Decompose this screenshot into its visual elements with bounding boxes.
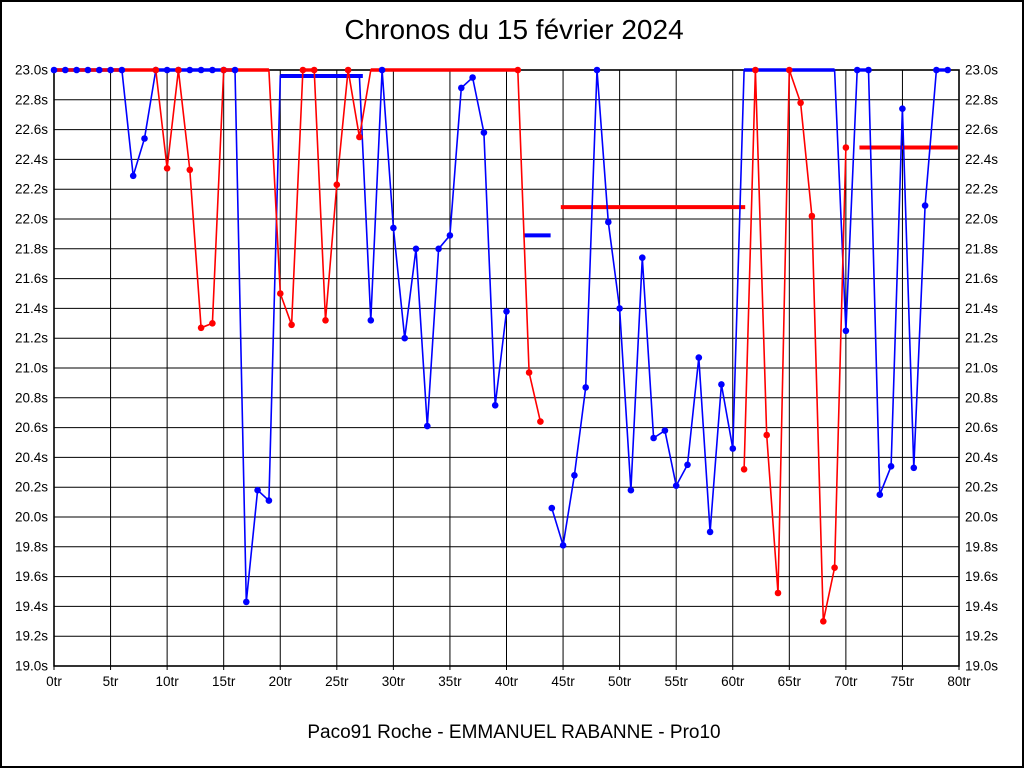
svg-text:40tr: 40tr	[495, 674, 519, 689]
series-line-red	[54, 69, 847, 622]
svg-text:65tr: 65tr	[778, 674, 802, 689]
svg-text:22.6s: 22.6s	[965, 122, 998, 137]
svg-text:20.4s: 20.4s	[15, 450, 48, 465]
y-axis-labels-left: 23.0s 22.8s 22.6s 22.4s 22.2s 22.0s 21.8s 21.6s…	[15, 63, 48, 674]
svg-text:35tr: 35tr	[438, 674, 462, 689]
chart-caption: Paco91 Roche - EMMANUEL RABANNE - Pro10	[307, 722, 721, 743]
svg-text:19.2s: 19.2s	[965, 629, 998, 644]
svg-text:22.2s: 22.2s	[965, 182, 998, 197]
svg-text:30tr: 30tr	[382, 674, 406, 689]
series-dots-blue	[50, 66, 951, 606]
svg-text:15tr: 15tr	[212, 674, 236, 689]
svg-text:20.0s: 20.0s	[15, 510, 48, 525]
svg-text:21.4s: 21.4s	[15, 301, 48, 316]
svg-text:22.0s: 22.0s	[15, 212, 48, 227]
series-line-blue	[54, 69, 948, 602]
svg-text:21.6s: 21.6s	[965, 271, 998, 286]
svg-text:19.0s: 19.0s	[15, 659, 48, 674]
svg-text:19.0s: 19.0s	[965, 659, 998, 674]
svg-text:21.0s: 21.0s	[15, 361, 48, 376]
svg-text:20tr: 20tr	[269, 674, 293, 689]
svg-text:19.6s: 19.6s	[965, 569, 998, 584]
svg-text:19.8s: 19.8s	[965, 539, 998, 554]
svg-text:21.2s: 21.2s	[965, 331, 998, 346]
svg-text:21.4s: 21.4s	[965, 301, 998, 316]
svg-text:55tr: 55tr	[665, 674, 689, 689]
svg-text:23.0s: 23.0s	[965, 63, 998, 78]
svg-text:21.8s: 21.8s	[15, 241, 48, 256]
svg-text:70tr: 70tr	[834, 674, 858, 689]
svg-text:80tr: 80tr	[947, 674, 971, 689]
svg-text:22.2s: 22.2s	[15, 182, 48, 197]
svg-text:50tr: 50tr	[608, 674, 632, 689]
x-axis-labels: 0tr 5tr 10tr 15tr 20tr 25tr 30tr 35tr 40tr 45tr 50…	[46, 674, 971, 689]
svg-text:21.8s: 21.8s	[965, 241, 998, 256]
svg-text:19.4s: 19.4s	[965, 599, 998, 614]
series-dots-red	[152, 66, 850, 625]
svg-text:20.8s: 20.8s	[965, 390, 998, 405]
svg-text:20.6s: 20.6s	[965, 420, 998, 435]
svg-text:19.6s: 19.6s	[15, 569, 48, 584]
svg-text:20.2s: 20.2s	[15, 480, 48, 495]
svg-text:22.8s: 22.8s	[965, 92, 998, 107]
svg-text:19.4s: 19.4s	[15, 599, 48, 614]
svg-text:21.6s: 21.6s	[15, 271, 48, 286]
svg-text:20.0s: 20.0s	[965, 510, 998, 525]
svg-text:45tr: 45tr	[551, 674, 575, 689]
svg-text:22.4s: 22.4s	[965, 152, 998, 167]
svg-text:22.4s: 22.4s	[15, 152, 48, 167]
svg-text:22.8s: 22.8s	[15, 92, 48, 107]
svg-text:21.2s: 21.2s	[15, 331, 48, 346]
svg-text:23.0s: 23.0s	[15, 63, 48, 78]
svg-text:75tr: 75tr	[891, 674, 915, 689]
svg-text:22.6s: 22.6s	[15, 122, 48, 137]
svg-text:21.0s: 21.0s	[965, 361, 998, 376]
svg-text:19.2s: 19.2s	[15, 629, 48, 644]
svg-text:20.2s: 20.2s	[965, 480, 998, 495]
svg-text:20.6s: 20.6s	[15, 420, 48, 435]
svg-text:25tr: 25tr	[325, 674, 349, 689]
svg-text:0tr: 0tr	[46, 674, 62, 689]
svg-text:19.8s: 19.8s	[15, 539, 48, 554]
svg-text:20.8s: 20.8s	[15, 390, 48, 405]
svg-text:10tr: 10tr	[155, 674, 179, 689]
svg-text:5tr: 5tr	[103, 674, 119, 689]
svg-text:22.0s: 22.0s	[965, 212, 998, 227]
svg-text:60tr: 60tr	[721, 674, 745, 689]
svg-text:20.4s: 20.4s	[965, 450, 998, 465]
y-axis-labels-right: 23.0s 22.8s 22.6s 22.4s 22.2s 22.0s 21.8s 21.6s…	[965, 63, 998, 674]
chart-title: Chronos du 15 février 2024	[344, 14, 684, 45]
